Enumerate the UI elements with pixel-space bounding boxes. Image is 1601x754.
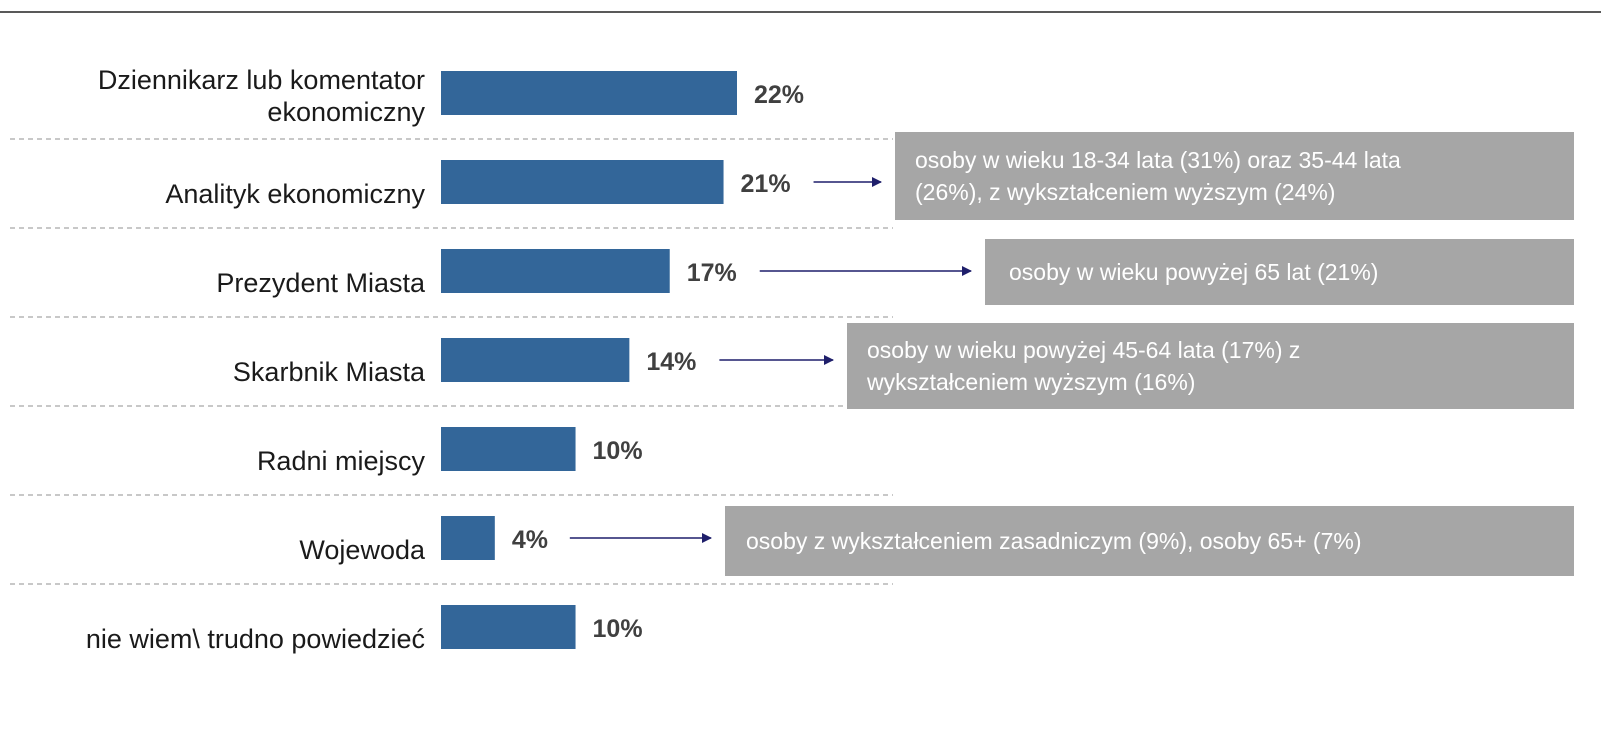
- category-label: Wojewoda: [299, 535, 426, 565]
- callout-line: osoby w wieku 18-34 lata (31%) oraz 35-4…: [915, 147, 1401, 173]
- category-label: Skarbnik Miasta: [233, 357, 426, 387]
- category-label: Prezydent Miasta: [216, 268, 426, 298]
- bar: [441, 427, 576, 471]
- bar: [441, 160, 724, 204]
- value-labels: 22% 21% 17% 14% 10% 4% 10%: [512, 81, 804, 643]
- callout-box: osoby w wieku 18-34 lata (31%) oraz 35-4…: [895, 132, 1574, 220]
- callout-line: wykształceniem wyższym (16%): [867, 369, 1196, 395]
- category-labels: Dziennikarz lub komentator ekonomiczny Ana…: [86, 65, 426, 654]
- callout-line: (26%), z wykształceniem wyższym (24%): [915, 179, 1336, 205]
- callout-text: osoby w wieku powyżej 45-64 lata (17%) z…: [867, 334, 1300, 398]
- category-label: Dziennikarz lub komentator ekonomiczny: [98, 65, 426, 127]
- bar: [441, 249, 670, 293]
- category-label: nie wiem\ trudno powiedzieć: [86, 624, 425, 654]
- bar: [441, 605, 576, 649]
- callout-box: osoby w wieku powyżej 65 lat (21%): [985, 239, 1574, 305]
- top-rule: [0, 11, 1601, 13]
- value-label: 4%: [512, 526, 548, 554]
- arrows-group: [569, 177, 972, 543]
- value-label: 10%: [593, 615, 643, 643]
- callout-line: osoby z wykształceniem zasadniczym (9%),…: [746, 528, 1362, 554]
- callout-text: osoby w wieku 18-34 lata (31%) oraz 35-4…: [915, 144, 1401, 208]
- category-label: Analityk ekonomiczny: [165, 179, 425, 209]
- callout-box: osoby z wykształceniem zasadniczym (9%),…: [725, 506, 1574, 576]
- bars-group: [441, 71, 737, 649]
- callout-box: osoby w wieku powyżej 45-64 lata (17%) z…: [847, 323, 1574, 409]
- value-label: 17%: [687, 259, 737, 287]
- callout-text: osoby w wieku powyżej 65 lat (21%): [1009, 256, 1378, 288]
- bar: [441, 71, 737, 115]
- value-label: 21%: [741, 170, 791, 198]
- callout-line: osoby w wieku powyżej 45-64 lata (17%) z: [867, 337, 1301, 363]
- callout-line: osoby w wieku powyżej 65 lat (21%): [1009, 259, 1379, 285]
- callout-text: osoby z wykształceniem zasadniczym (9%),…: [746, 525, 1362, 557]
- bar: [441, 516, 495, 560]
- bar: [441, 338, 630, 382]
- row-separators: [10, 138, 893, 585]
- value-label: 14%: [646, 348, 696, 376]
- value-label: 22%: [754, 81, 804, 109]
- category-label: Radni miejscy: [257, 446, 426, 476]
- value-label: 10%: [593, 437, 643, 465]
